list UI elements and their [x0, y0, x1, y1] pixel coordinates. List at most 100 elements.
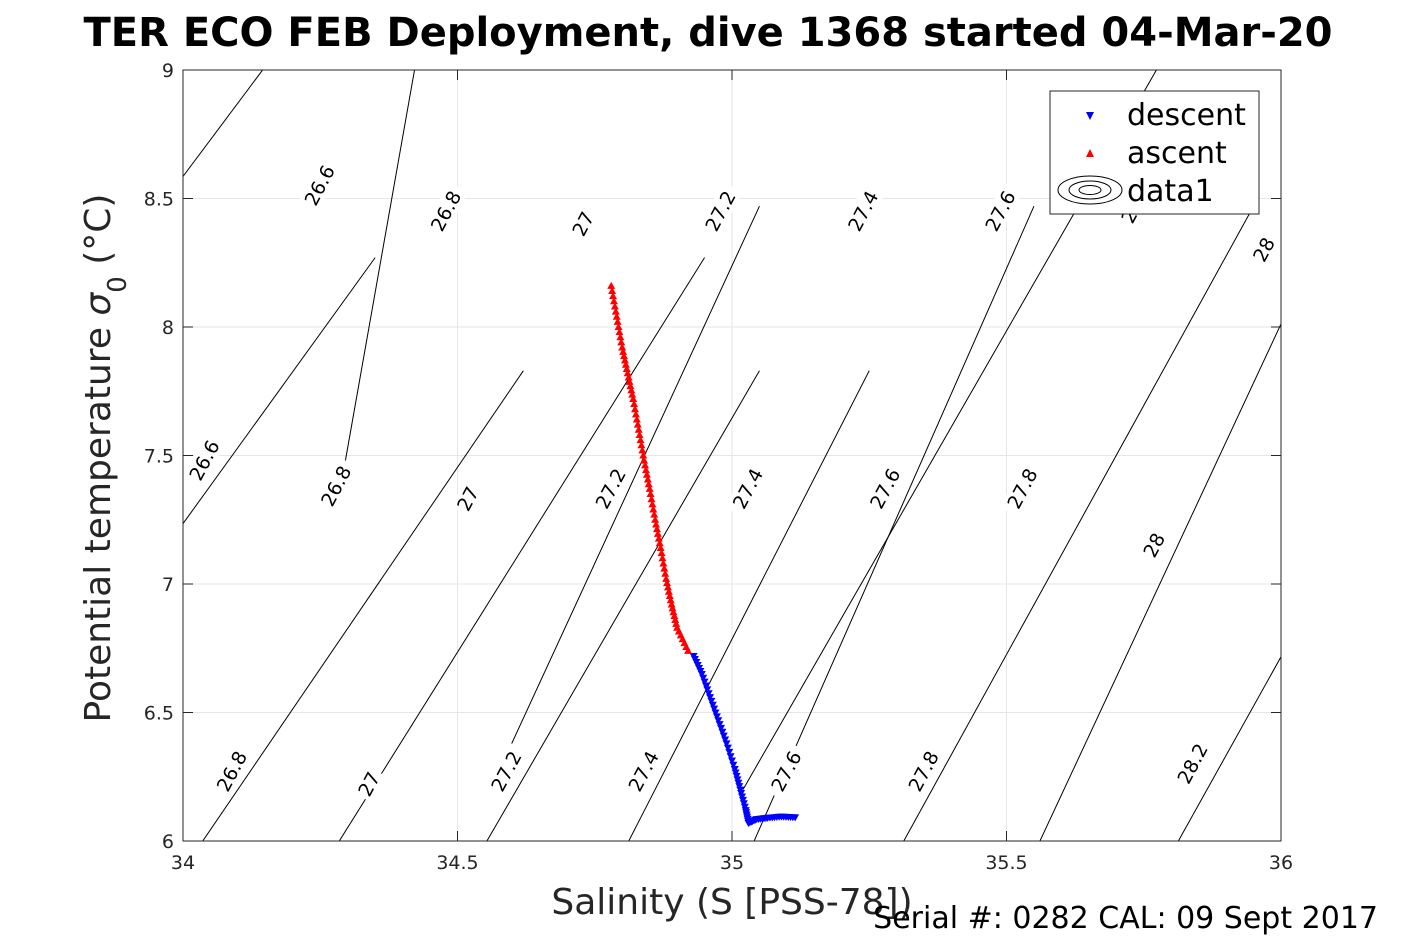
ascent-point — [642, 470, 651, 478]
ascent-point — [614, 323, 623, 330]
contour-label: 27.6 — [862, 459, 908, 518]
contour-line — [202, 370, 524, 841]
ascent-point — [657, 549, 666, 557]
ascent-point — [608, 287, 617, 295]
ascent-point — [641, 466, 650, 474]
legend-ascent-marker — [1086, 149, 1094, 157]
descent-point — [706, 694, 715, 702]
density-contours — [183, 70, 1281, 841]
contour-line — [1177, 655, 1281, 841]
ascent-point — [610, 302, 619, 310]
ascent-point — [619, 347, 628, 355]
contour-label: 28 — [1137, 526, 1171, 564]
ascent-point — [648, 500, 657, 508]
ascent-point — [655, 539, 664, 547]
ascent-point — [635, 430, 644, 438]
ascent-point — [670, 612, 679, 620]
ascent-point — [666, 596, 675, 604]
contour-label: 27.4 — [620, 742, 666, 801]
ascent-point — [671, 615, 680, 623]
ascent-point — [609, 297, 618, 305]
ascent-point — [616, 333, 625, 341]
y-axis-ticks: 6 6.5 7 7.5 8 8.5 9 — [144, 60, 1281, 853]
ascent-point — [652, 525, 661, 533]
ascent-point — [625, 377, 634, 385]
y-axis-label-sub: 0 — [103, 276, 133, 293]
descent-point — [718, 728, 727, 736]
y-tick-label: 7.5 — [144, 446, 174, 468]
ascent-point — [626, 382, 635, 390]
ascent-point — [643, 475, 652, 483]
legend-data1-label: data1 — [1127, 174, 1214, 209]
ascent-point — [629, 394, 638, 402]
y-tick-label: 8.5 — [144, 189, 174, 211]
legend: descent ascent data1 — [1049, 90, 1260, 215]
contour-label: 27.2 — [697, 181, 743, 240]
descent-point — [726, 753, 735, 761]
descent-point — [721, 736, 730, 744]
contour-line — [338, 257, 705, 841]
contour-label: 27.2 — [483, 742, 529, 801]
descent-point — [722, 740, 731, 748]
ascent-point — [618, 343, 627, 351]
descent-point — [714, 717, 723, 725]
legend-contour-icon — [1057, 175, 1123, 205]
x-axis-ticks: 34 34.5 35 35.5 36 — [171, 70, 1293, 874]
ascent-point — [663, 579, 672, 587]
x-tick-label: 35 — [720, 852, 744, 874]
descent-point — [701, 682, 710, 690]
data-points — [607, 281, 800, 828]
ascent-point — [637, 441, 646, 449]
y-axis-label-sigma: σ — [78, 292, 119, 316]
ascent-point — [650, 510, 659, 518]
ascent-point — [620, 356, 629, 364]
ascent-point — [649, 505, 658, 513]
ascent-point — [654, 534, 663, 542]
ascent-point — [664, 587, 673, 595]
y-axis-label-main: Potential temperature — [78, 316, 119, 723]
ascent-point — [612, 312, 621, 320]
ascent-point — [669, 608, 678, 616]
contour-label: 27.8 — [900, 742, 946, 801]
contour-label: 27.6 — [763, 742, 809, 801]
ascent-point — [624, 373, 633, 381]
ascent-point — [684, 646, 693, 654]
contour-label: 26.8 — [423, 181, 469, 240]
chart-title: TER ECO FEB Deployment, dive 1368 starte… — [83, 10, 1332, 56]
descent-point — [707, 697, 716, 705]
ascent-point — [651, 515, 660, 523]
ascent-point — [652, 520, 661, 528]
contour-label: 27.6 — [977, 181, 1023, 240]
ascent-point — [611, 307, 620, 315]
legend-ascent-label: ascent — [1127, 136, 1227, 171]
y-axis-label: Potential temperature σ0 (°C) — [78, 194, 133, 723]
descent-point — [725, 748, 734, 756]
contour-label: 26.6 — [296, 156, 342, 215]
descent-point — [791, 814, 800, 822]
contour-line — [1039, 322, 1281, 841]
y-axis-label-unit: (°C) — [78, 194, 119, 277]
descent-point — [711, 709, 720, 717]
ascent-point — [627, 386, 636, 394]
legend-descent-marker — [1086, 112, 1094, 120]
contour-line — [341, 70, 416, 479]
x-tick-label: 36 — [1269, 852, 1293, 874]
ascent-point — [640, 456, 649, 464]
ascent-point — [641, 461, 650, 469]
y-tick-label: 7 — [162, 574, 174, 596]
ascent-point — [659, 559, 668, 567]
x-tick-label: 34 — [171, 852, 195, 874]
descent-point — [697, 670, 706, 678]
descent-point — [717, 724, 726, 732]
contour-label: 27.2 — [587, 459, 633, 518]
ascent-point — [620, 352, 629, 360]
descent-point — [712, 713, 721, 721]
serial-cal-footer: Serial #: 0282 CAL: 09 Sept 2017 — [873, 901, 1378, 936]
contour-label: 27 — [450, 480, 485, 518]
contour-line — [489, 206, 760, 790]
contour-line — [183, 70, 264, 178]
descent-point — [710, 705, 719, 713]
ascent-point — [639, 451, 648, 459]
ascent-point — [638, 446, 647, 454]
